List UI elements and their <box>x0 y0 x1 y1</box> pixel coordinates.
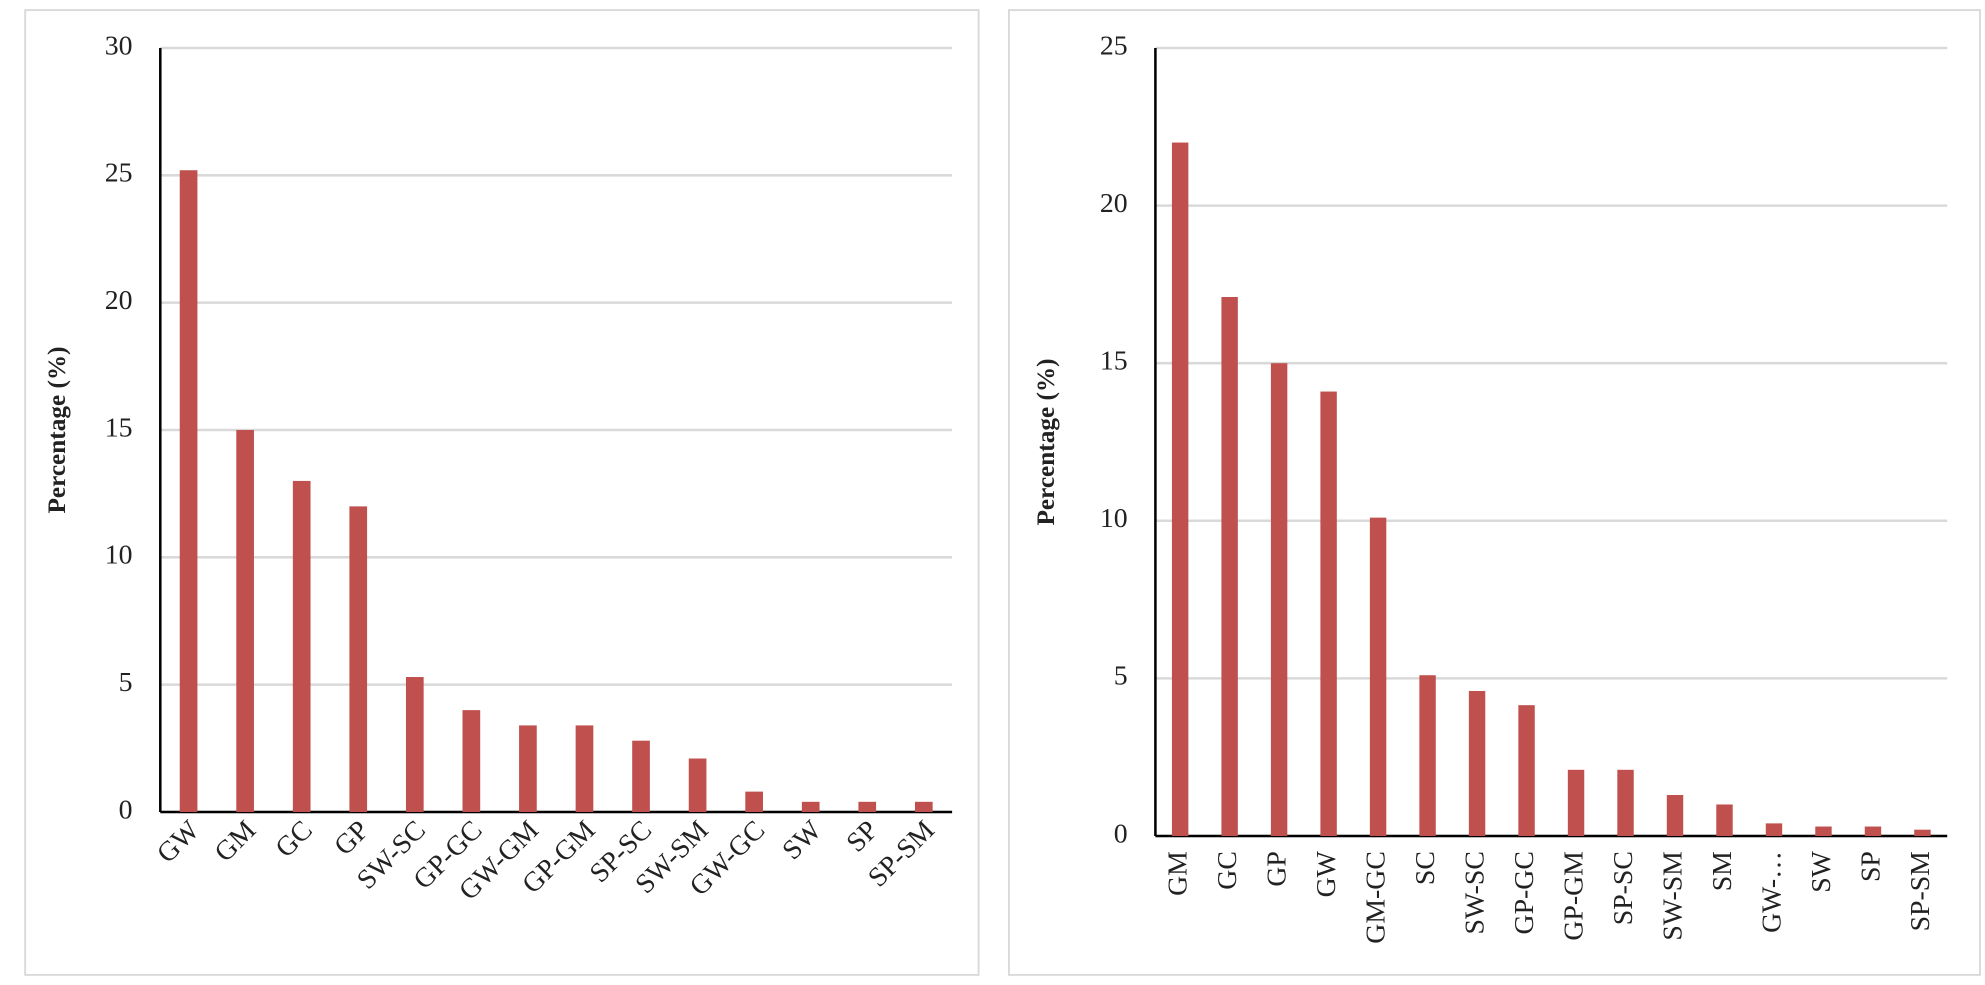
x-tick-label: GM <box>1163 851 1194 896</box>
bar <box>292 480 311 812</box>
y-tick-label: 5 <box>119 667 133 698</box>
x-tick-label: SC <box>1410 851 1441 885</box>
bar <box>1369 517 1387 836</box>
y-tick-label: 30 <box>105 30 133 61</box>
x-tick-label: SW-SM <box>1657 851 1688 940</box>
bar <box>1765 823 1783 836</box>
bar <box>1914 829 1931 836</box>
bar <box>914 801 933 812</box>
y-tick-label: 10 <box>105 540 133 571</box>
x-tick-label: SP <box>1855 851 1886 882</box>
bar <box>1320 391 1337 836</box>
bar <box>405 677 424 812</box>
y-tick-label: 10 <box>1100 503 1128 534</box>
bar <box>1270 363 1288 836</box>
bar <box>858 801 877 812</box>
x-tick-label: GW <box>1311 850 1342 897</box>
bar <box>1666 795 1684 836</box>
x-tick-label: SW <box>1806 850 1837 892</box>
x-tick-label: GP-GM <box>1558 851 1589 940</box>
y-tick-label: 15 <box>105 412 133 443</box>
y-tick-label: 0 <box>119 794 133 825</box>
bar <box>519 725 537 812</box>
bar <box>1468 690 1486 836</box>
x-tick-label: SM <box>1707 851 1738 891</box>
x-tick-label: SW-SC <box>1459 851 1490 934</box>
bar <box>1567 769 1585 836</box>
x-tick-label: GC <box>1212 851 1243 890</box>
y-tick-label: 20 <box>1100 188 1128 219</box>
bar <box>1716 804 1733 836</box>
x-tick-label: GW-… <box>1756 851 1787 933</box>
panel <box>1007 9 1981 976</box>
bar <box>801 801 820 812</box>
bar <box>745 791 763 812</box>
bar <box>462 710 481 812</box>
x-tick-label: GP <box>1261 851 1292 887</box>
bar <box>1518 705 1535 836</box>
bar <box>688 758 707 812</box>
bar <box>1221 296 1238 836</box>
bar <box>1171 142 1189 836</box>
bar <box>1419 675 1436 836</box>
x-tick-label: SP-SM <box>1905 851 1936 931</box>
y-tick-label: 25 <box>105 158 133 189</box>
y-tick-label: 25 <box>1100 30 1128 61</box>
bar <box>632 740 650 812</box>
bar <box>1815 826 1832 836</box>
y-axis-label: Percentage (%) <box>43 346 71 513</box>
bar <box>179 170 198 812</box>
y-tick-label: 20 <box>105 285 133 316</box>
bar <box>1864 826 1882 836</box>
y-axis-label: Percentage (%) <box>1032 358 1060 525</box>
bar <box>575 725 594 812</box>
y-tick-label: 0 <box>1114 818 1128 849</box>
bar <box>1617 769 1634 836</box>
y-tick-label: 15 <box>1100 346 1128 377</box>
y-tick-label: 5 <box>1114 661 1128 692</box>
x-tick-label: GM-GC <box>1360 851 1391 944</box>
x-tick-label: SP-SC <box>1608 851 1639 925</box>
bar <box>349 506 368 812</box>
bar <box>236 429 254 812</box>
x-tick-label: GP-GC <box>1509 851 1540 934</box>
